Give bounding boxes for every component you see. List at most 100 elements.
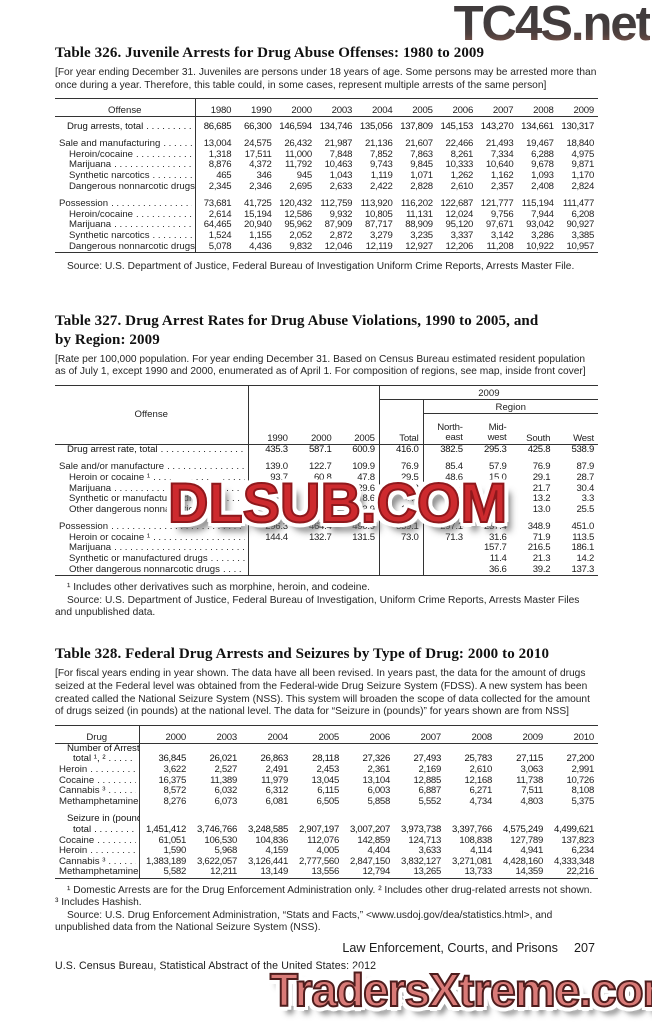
column-header-year: 1990 [235, 98, 276, 118]
cell: 8,876 [208, 159, 232, 171]
cell: 27,493 [413, 753, 441, 765]
cell: 60.8 [314, 471, 332, 483]
column-header-offense: Offense [55, 98, 196, 118]
cell: 6,288 [531, 148, 554, 160]
row-label-text: Heroin or cocaine ¹ [69, 532, 151, 543]
table-326: Offense 1980 1990 2000 2003 2004 2005 20… [55, 98, 598, 254]
cell: 144.4 [265, 531, 288, 543]
cell: 86,685 [203, 120, 232, 132]
cell [379, 455, 424, 463]
cell: 71.3 [445, 531, 463, 543]
cell: 1,590 [163, 845, 186, 857]
cell [394, 807, 445, 814]
cell: 416.0 [379, 444, 424, 456]
cell: 3,279 [369, 229, 393, 241]
spacer-row [55, 807, 598, 815]
cell [379, 564, 424, 576]
cell: 5,858 [367, 795, 390, 807]
cell: 2,777,560 [299, 855, 339, 867]
cell: 1,162 [490, 169, 514, 181]
row-label [55, 132, 196, 140]
row-label-text: Marijuana [69, 543, 112, 554]
cell: 945 [296, 169, 312, 181]
table-row: Synthetic narcotics 1,524 1,155 2,052 2,872 3… [55, 229, 598, 242]
running-footer: Law Enforcement, Courts, and Prisons 207 [342, 941, 595, 955]
cell: 3,286 [531, 229, 554, 241]
cell: 10,463 [324, 159, 353, 171]
cell: 127,789 [510, 834, 543, 846]
cell [335, 515, 380, 523]
cell: 145,153 [440, 120, 474, 132]
cell: 41,725 [244, 198, 272, 210]
column-header-year: 2003 [190, 725, 241, 744]
cell: 7,944 [531, 208, 554, 220]
cell: 2,361 [367, 764, 390, 776]
cell: 425.8 [527, 443, 551, 455]
cell [190, 807, 241, 814]
table-row: Cannabis ³ 8,572 6,032 6,312 6,115 6,003 6,887… [55, 786, 598, 797]
cell [343, 807, 394, 814]
cell: 139.0 [265, 461, 288, 473]
column-group-2009: 2009 [379, 385, 598, 400]
row-label: Synthetic or manufactured drugs [55, 554, 249, 565]
cell: 9,871 [571, 159, 594, 171]
cell: 2,357 [490, 180, 514, 192]
cell: 10,333 [445, 159, 474, 171]
cell: 464.4 [308, 521, 332, 533]
row-label-text: Cannabis ³ [59, 856, 106, 867]
table-row: Dangerous nonnarcotic drugs 2,345 2,346 2,6… [55, 180, 598, 193]
table-row: Synthetic or manufactured drugs 11.4 21.3 1… [55, 553, 598, 565]
dot-leader [153, 473, 244, 484]
cell: 8.6 [335, 493, 380, 505]
row-label [55, 807, 140, 815]
cell: 93.7 [270, 471, 288, 483]
cell: 36,845 [158, 753, 186, 765]
cell: 25,783 [464, 753, 492, 765]
cell: 5,078 [208, 240, 232, 252]
cell: 6.9 [450, 503, 463, 515]
cell [379, 515, 424, 523]
table-328-footnotes: ¹ Domestic Arrests are for the Drug Enfo… [55, 884, 593, 909]
cell: 4,575,249 [503, 824, 543, 835]
cell: 95,120 [445, 219, 474, 231]
cell: 22,466 [445, 138, 474, 150]
row-label: Possession [55, 522, 249, 533]
cell [423, 565, 467, 576]
row-label-text: Synthetic or manufactured drugs [69, 554, 208, 565]
cell: 122.7 [308, 461, 332, 473]
row-label-text: Drug arrest rate, total [67, 444, 158, 455]
cell: 6,505 [316, 795, 339, 807]
cell: 115,194 [521, 198, 554, 210]
cell: 8,108 [571, 785, 594, 797]
cell: 109.9 [335, 462, 380, 473]
row-label: Marijuana [55, 160, 196, 171]
cell: 24.4 [445, 482, 463, 494]
table-row: Marijuana 64,465 20,940 95,962 87,909 87,717 8… [55, 220, 598, 231]
table-row: Cannabis ³ 1,383,189 3,622,057 3,126,441 2,7… [55, 855, 598, 868]
cell: 346 [256, 169, 272, 181]
cell: 137,823 [561, 834, 594, 846]
cell: 30.4 [576, 482, 595, 494]
cell [335, 554, 380, 565]
row-label-text: Heroin/cocaine [69, 209, 133, 220]
cell: 2,828 [410, 180, 433, 192]
cell [292, 554, 336, 565]
row-label [55, 192, 196, 200]
cell: 4,941 [520, 845, 543, 857]
cell: 26.4 [270, 482, 288, 494]
row-label-text: Synthetic narcotics [69, 230, 150, 241]
row-label: Sale and manufacturing [55, 139, 196, 150]
cell: 12,927 [405, 240, 433, 252]
row-label: Cannabis ³ [55, 856, 140, 868]
cell: 11,979 [261, 774, 288, 786]
table-row: Drug arrests, total 86,685 66,300 146,594 13… [55, 116, 598, 133]
cell: 490.9 [335, 522, 380, 533]
dot-leader [108, 857, 135, 868]
cell: 8,261 [450, 148, 474, 160]
cell: 134,661 [521, 120, 554, 132]
cell: 14.2 [576, 553, 595, 565]
table-326-title: Table 326. Juvenile Arrests for Drug Abu… [55, 45, 485, 61]
cell: 7,334 [490, 148, 514, 160]
row-label: Methamphetamine [55, 796, 140, 808]
cell [445, 807, 496, 814]
